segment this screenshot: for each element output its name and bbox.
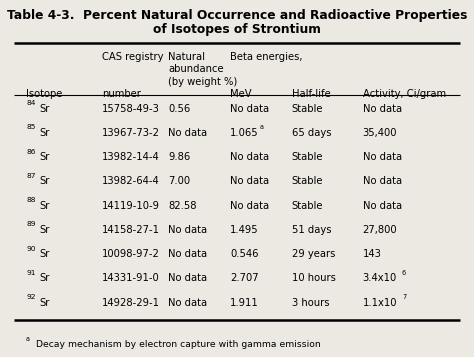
Text: 84: 84 [26,100,36,106]
Text: 2.707: 2.707 [230,273,258,283]
Text: 13967-73-2: 13967-73-2 [102,128,160,138]
Text: Sr: Sr [39,249,50,259]
Text: Sr: Sr [39,104,50,114]
Text: 1.911: 1.911 [230,298,259,308]
Text: 1.1x10: 1.1x10 [363,298,397,308]
Text: of Isotopes of Strontium: of Isotopes of Strontium [153,23,321,36]
Text: No data: No data [230,152,269,162]
Text: Sr: Sr [39,152,50,162]
Text: 7: 7 [402,294,406,300]
Text: 14331-91-0: 14331-91-0 [102,273,160,283]
Text: Stable: Stable [292,176,323,186]
Text: Sr: Sr [39,128,50,138]
Text: 15758-49-3: 15758-49-3 [102,104,160,114]
Text: 51 days: 51 days [292,225,331,235]
Text: 65 days: 65 days [292,128,331,138]
Text: Activity, Ci/gram: Activity, Ci/gram [363,89,446,99]
Text: No data: No data [230,201,269,211]
Text: Sr: Sr [39,273,50,283]
Text: Table 4-3.  Percent Natural Occurrence and Radioactive Properties: Table 4-3. Percent Natural Occurrence an… [7,9,467,22]
Text: (by weight %): (by weight %) [168,77,237,87]
Text: a: a [26,336,30,342]
Text: 1.495: 1.495 [230,225,258,235]
Text: Sr: Sr [39,225,50,235]
Text: 14119-10-9: 14119-10-9 [102,201,160,211]
Text: Stable: Stable [292,152,323,162]
Text: No data: No data [168,225,208,235]
Text: 14928-29-1: 14928-29-1 [102,298,160,308]
Text: 91: 91 [26,270,36,276]
Text: No data: No data [230,104,269,114]
Text: No data: No data [168,273,208,283]
Text: No data: No data [363,104,402,114]
Text: 143: 143 [363,249,382,259]
Text: Beta energies,: Beta energies, [230,52,302,62]
Text: Stable: Stable [292,104,323,114]
Text: 92: 92 [26,294,36,300]
Text: No data: No data [168,128,208,138]
Text: 0.56: 0.56 [168,104,191,114]
Text: 87: 87 [26,173,36,179]
Text: Isotope: Isotope [26,89,63,99]
Text: 88: 88 [26,197,36,203]
Text: 3.4x10: 3.4x10 [363,273,397,283]
Text: No data: No data [363,201,402,211]
Text: Sr: Sr [39,201,50,211]
Text: 13982-14-4: 13982-14-4 [102,152,160,162]
Text: 10098-97-2: 10098-97-2 [102,249,160,259]
Text: Half-life: Half-life [292,89,330,99]
Text: 6: 6 [402,270,406,276]
Text: Decay mechanism by electron capture with gamma emission: Decay mechanism by electron capture with… [36,340,320,349]
Text: Stable: Stable [292,201,323,211]
Text: 14158-27-1: 14158-27-1 [102,225,160,235]
Text: No data: No data [168,249,208,259]
Text: 9.86: 9.86 [168,152,191,162]
Text: No data: No data [168,298,208,308]
Text: 7.00: 7.00 [168,176,191,186]
Text: 27,800: 27,800 [363,225,397,235]
Text: 0.546: 0.546 [230,249,258,259]
Text: 1.065: 1.065 [230,128,258,138]
Text: 85: 85 [26,124,36,130]
Text: 10 hours: 10 hours [292,273,336,283]
Text: CAS registry: CAS registry [102,52,164,62]
Text: 3 hours: 3 hours [292,298,329,308]
Text: number: number [102,89,141,99]
Text: 90: 90 [26,246,36,252]
Text: Sr: Sr [39,176,50,186]
Text: a: a [260,124,264,130]
Text: 89: 89 [26,221,36,227]
Text: abundance: abundance [168,64,224,74]
Text: No data: No data [363,176,402,186]
Text: MeV: MeV [230,89,252,99]
Text: Sr: Sr [39,298,50,308]
Text: 13982-64-4: 13982-64-4 [102,176,160,186]
Text: No data: No data [363,152,402,162]
Text: No data: No data [230,176,269,186]
Text: Natural: Natural [168,52,205,62]
Text: 82.58: 82.58 [168,201,197,211]
Text: 86: 86 [26,149,36,155]
Text: 29 years: 29 years [292,249,335,259]
Text: 35,400: 35,400 [363,128,397,138]
